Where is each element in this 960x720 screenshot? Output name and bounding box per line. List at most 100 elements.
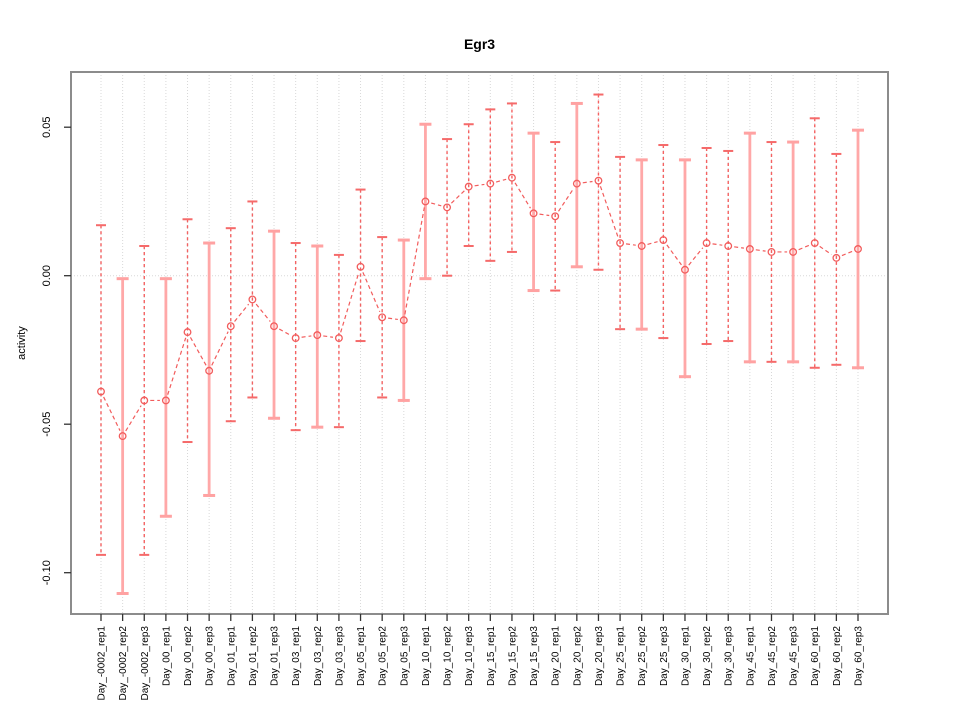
x-tick-label: Day_30_rep3 (724, 626, 735, 686)
series-segment (647, 241, 658, 245)
series-segment (819, 245, 832, 255)
data-point (161, 396, 170, 405)
x-tick-label: Day_20_rep2 (572, 626, 583, 686)
data-point (443, 203, 452, 212)
series-segment (404, 207, 425, 315)
chart-title: Egr3 (464, 36, 495, 52)
x-tick-label: Day_30_rep1 (680, 626, 691, 686)
series-segment (189, 337, 207, 366)
data-point (140, 396, 149, 405)
series-segment (167, 337, 187, 395)
data-point (854, 245, 862, 253)
series-segment (666, 244, 682, 266)
y-tick-label: 0.00 (41, 265, 53, 286)
x-tick-label: Day_60_rep3 (854, 626, 865, 686)
series-segment (755, 249, 766, 252)
x-tick-label: Day_30_rep2 (702, 626, 713, 686)
x-tick-label: Day_-0002_rep3 (140, 626, 151, 701)
series-segment (211, 331, 229, 366)
x-tick-label: Day_15_rep2 (507, 626, 518, 686)
data-point (313, 331, 322, 340)
x-tick-label: Day_60_rep1 (810, 626, 821, 686)
series-segment (340, 272, 360, 333)
data-point (183, 328, 192, 337)
data-point (832, 253, 841, 262)
series-segment (582, 180, 593, 184)
data-point (529, 209, 538, 218)
data-point (810, 239, 819, 247)
data-point (464, 182, 473, 191)
data-point (616, 239, 625, 247)
data-point (486, 179, 495, 188)
plot-frame (70, 71, 889, 615)
x-tick-label: Day_45_rep3 (789, 626, 800, 686)
data-point (789, 247, 798, 256)
plot-area: 0.05 0.00 -0.05 -0.10 Day_-0002_rep1 Day_-000… (41, 71, 889, 701)
x-tick-label: Day_01_rep2 (248, 626, 259, 686)
series-segment (734, 246, 744, 249)
data-point (334, 334, 343, 343)
data-point (637, 242, 646, 250)
data-point (226, 322, 235, 331)
series-segment (125, 405, 142, 432)
y-tick-label: -0.05 (41, 412, 53, 437)
x-tick-label: Day_03_rep1 (291, 626, 302, 686)
data-point (356, 262, 365, 271)
x-tick-label: Day_01_rep1 (226, 626, 237, 686)
data-point (594, 176, 603, 185)
x-tick-label: Day_20_rep1 (551, 626, 562, 686)
series-segment (514, 182, 531, 209)
series-segment (278, 328, 291, 336)
data-point (724, 242, 733, 250)
series-segment (234, 303, 250, 322)
x-tick-label: Day_45_rep1 (745, 626, 756, 686)
data-point (551, 212, 560, 221)
data-point (421, 197, 430, 206)
x-tick-label: Day_05_rep2 (378, 626, 389, 686)
series-segment (388, 317, 398, 321)
x-tick-label: Day_15_rep1 (486, 626, 497, 686)
x-tick-label: Day_00_rep2 (183, 626, 194, 686)
data-point (767, 247, 776, 256)
x-tick-label: Day_25_rep3 (659, 626, 670, 686)
x-tick-label: Day_60_rep2 (832, 626, 843, 686)
data-point (507, 173, 516, 182)
data-point (248, 295, 257, 304)
series-segment (323, 335, 334, 338)
series-segment (539, 213, 550, 217)
series-segment (362, 272, 381, 313)
data-point (291, 334, 300, 343)
series-segment (103, 396, 121, 431)
data-point (205, 366, 214, 375)
series-segment (495, 178, 507, 183)
series-segment (599, 186, 619, 238)
x-tick-label: Day_05_rep1 (356, 626, 367, 686)
x-tick-label: Day_03_rep2 (313, 626, 324, 686)
x-tick-label: Day_00_rep1 (161, 626, 172, 686)
x-tick-label: Day_-0002_rep2 (118, 626, 129, 701)
series-segment (450, 190, 465, 204)
series-segment (625, 243, 636, 246)
series-segment (841, 250, 853, 257)
data-point (681, 265, 689, 274)
x-tick-label: Day_25_rep1 (616, 626, 627, 686)
series-segment (474, 183, 485, 187)
data-point (572, 179, 581, 188)
x-tick-label: Day_20_rep3 (594, 626, 605, 686)
x-tick-label: Day_15_rep3 (529, 626, 540, 686)
y-axis-label: activity (16, 326, 28, 360)
data-point (745, 245, 754, 253)
x-tick-label: Day_10_rep1 (421, 626, 432, 686)
x-tick-label: Day_45_rep2 (767, 626, 778, 686)
x-tick-label: Day_-0002_rep1 (97, 626, 108, 701)
x-tick-label: Day_00_rep3 (205, 626, 216, 686)
x-tick-label: Day_10_rep2 (443, 626, 454, 686)
x-tick-label: Day_10_rep3 (464, 626, 475, 686)
series-segment (688, 247, 704, 266)
data-point (659, 236, 668, 245)
data-point (270, 322, 278, 331)
data-point (118, 432, 127, 441)
x-tick-label: Day_03_rep3 (334, 626, 345, 686)
x-tick-label: Day_01_rep3 (270, 626, 281, 686)
